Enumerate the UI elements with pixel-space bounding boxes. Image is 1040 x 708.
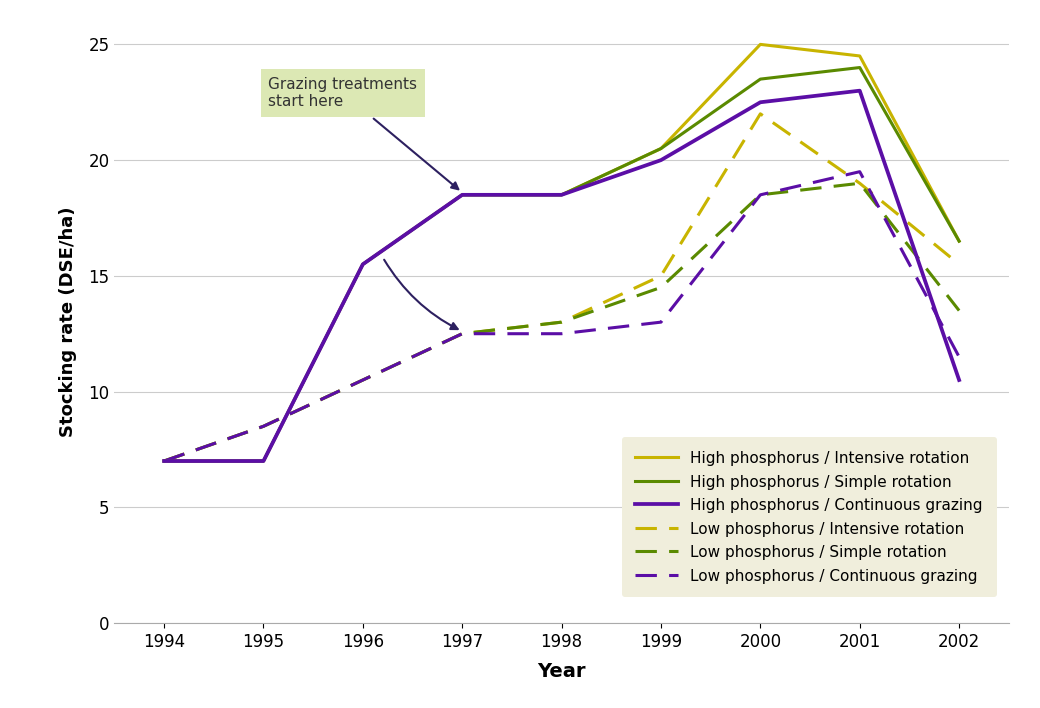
Text: Grazing treatments
start here: Grazing treatments start here [268, 76, 459, 189]
X-axis label: Year: Year [538, 662, 586, 681]
Y-axis label: Stocking rate (DSE/ha): Stocking rate (DSE/ha) [59, 207, 77, 438]
Legend: High phosphorus / Intensive rotation, High phosphorus / Simple rotation, High ph: High phosphorus / Intensive rotation, Hi… [622, 438, 996, 598]
